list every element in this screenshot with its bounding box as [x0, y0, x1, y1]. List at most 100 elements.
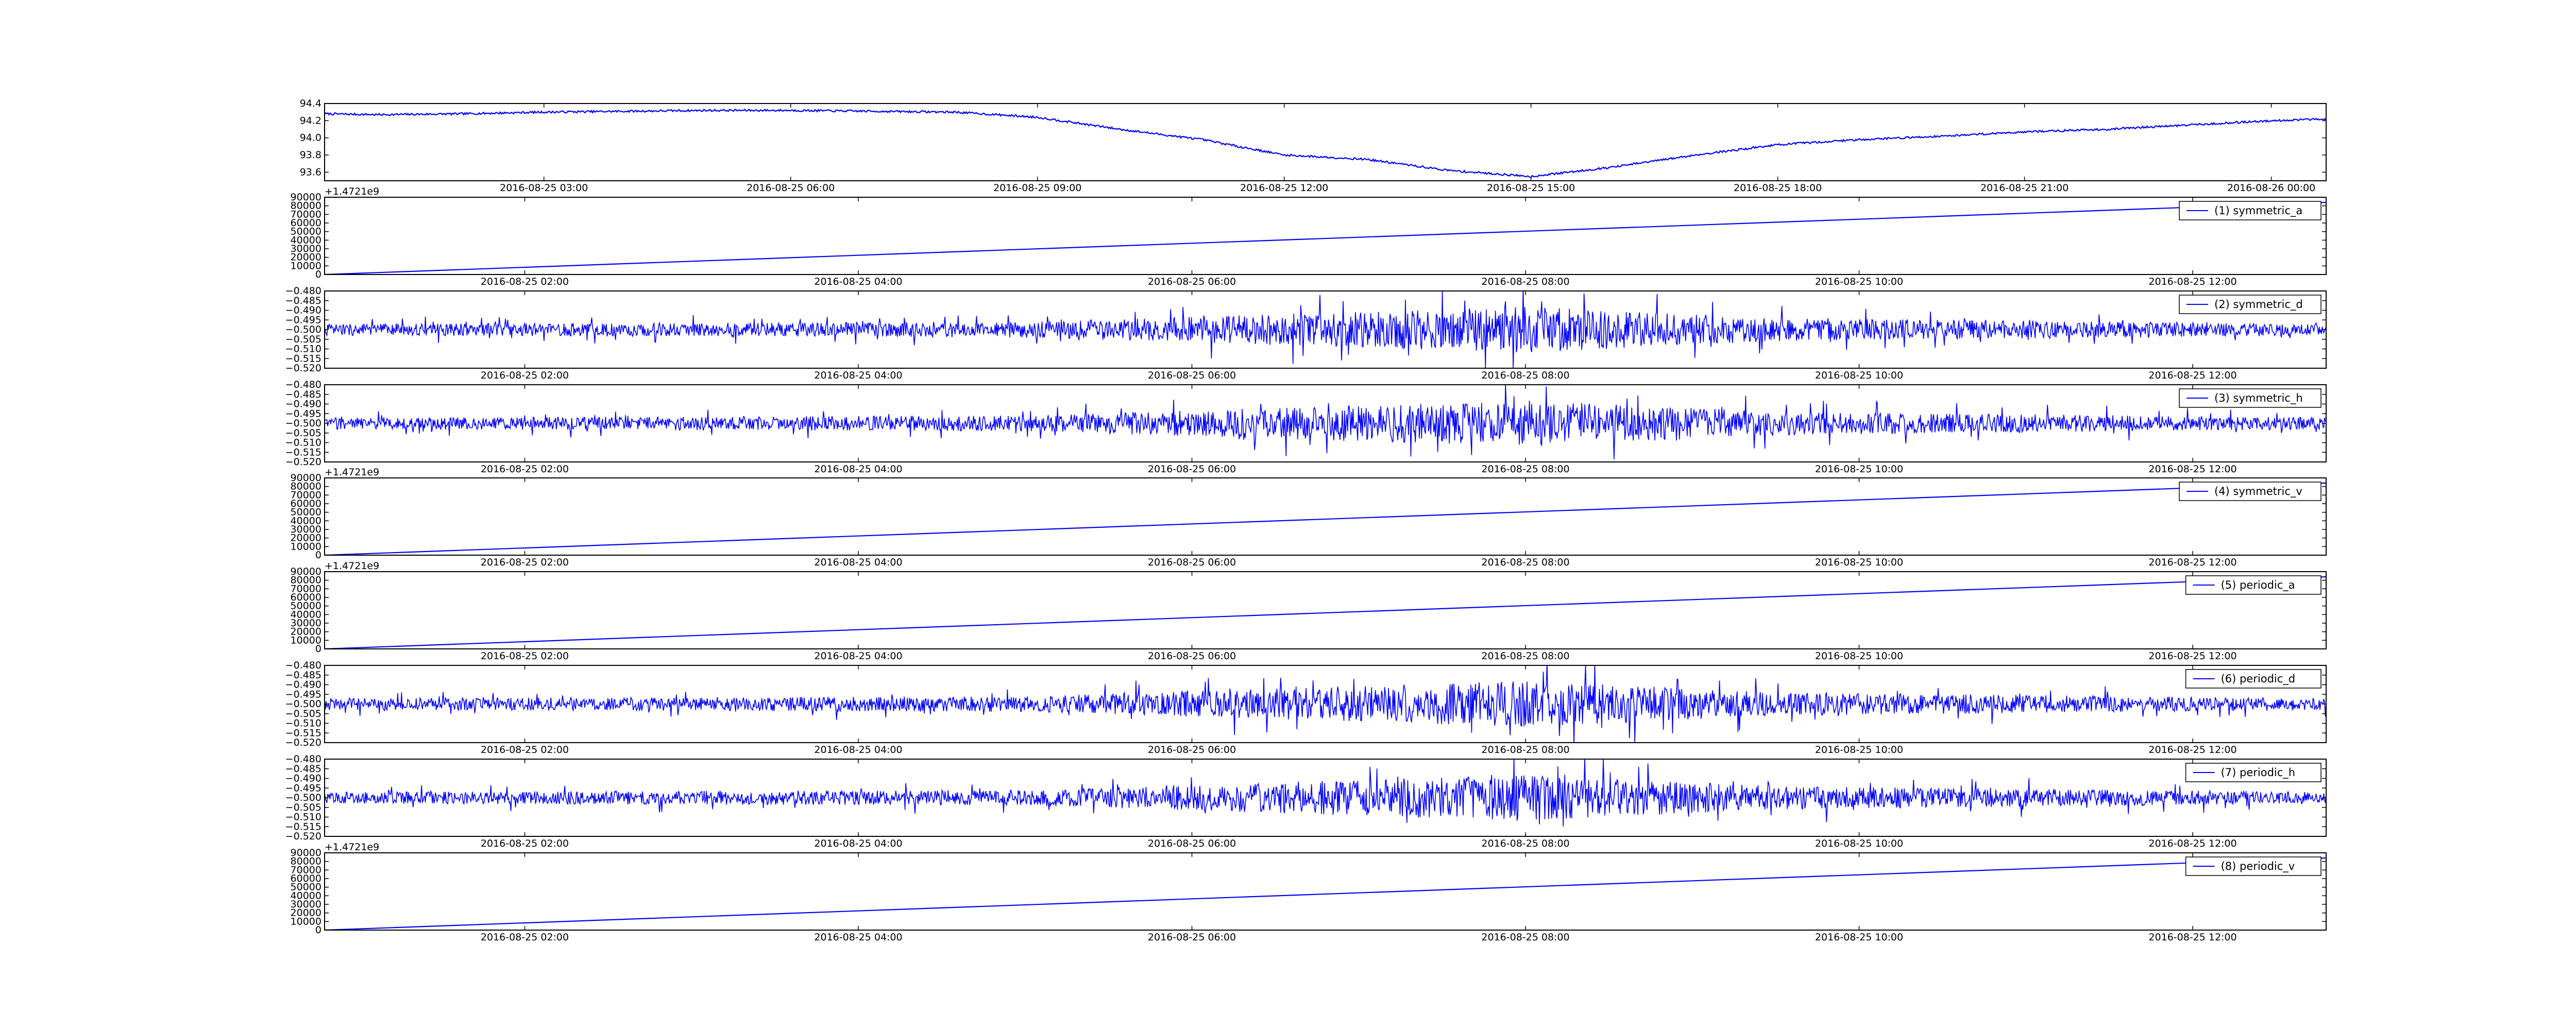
y-tick-label: 30000	[291, 899, 321, 910]
y-tick-label: −0.500	[285, 698, 321, 710]
subplot-3: −0.520−0.515−0.510−0.505−0.500−0.495−0.4…	[285, 379, 2327, 475]
y-tick-label: −0.495	[285, 689, 321, 700]
y-offset-label: +1.4721e9	[325, 560, 379, 572]
series-line-7-0	[325, 759, 2326, 827]
legend: (4) symmetric_v	[2179, 482, 2321, 501]
x-tick-label: 2016-08-25 02:00	[481, 838, 569, 849]
y-tick-label: −0.500	[285, 792, 321, 803]
series-line-0-0	[325, 108, 2326, 178]
y-tick-label: −0.500	[285, 418, 321, 429]
x-tick-label: 2016-08-25 06:00	[1148, 838, 1236, 849]
y-tick-label: 50000	[291, 226, 321, 237]
y-tick-label: −0.510	[285, 344, 321, 355]
x-tick-label: 2016-08-25 06:00	[1148, 650, 1236, 662]
y-tick-label: −0.510	[285, 812, 321, 823]
x-tick-label: 2016-08-25 03:00	[500, 182, 588, 194]
x-tick-label: 2016-08-25 10:00	[1815, 276, 1903, 287]
x-tick-label: 2016-08-25 08:00	[1481, 370, 1569, 381]
y-tick-label: −0.505	[285, 802, 321, 813]
y-tick-label: −0.490	[285, 399, 321, 410]
legend-label: (7) periodic_h	[2221, 766, 2296, 779]
x-tick-label: 2016-08-25 02:00	[481, 650, 569, 662]
y-tick-label: −0.505	[285, 708, 321, 719]
x-tick-label: 2016-08-25 04:00	[814, 557, 902, 568]
x-tick-label: 2016-08-25 04:00	[814, 932, 902, 943]
series-line-3-0	[325, 385, 2326, 459]
y-tick-label: 93.6	[300, 166, 321, 178]
y-tick-label: 0	[315, 643, 321, 655]
x-tick-label: 2016-08-25 12:00	[2148, 838, 2236, 849]
legend-label: (8) periodic_v	[2221, 860, 2295, 873]
y-tick-label: 94.0	[300, 132, 321, 144]
axes-frame	[324, 571, 2327, 649]
y-tick-label: 20000	[291, 907, 321, 919]
y-tick-label: 20000	[291, 626, 321, 638]
y-tick-label: 80000	[291, 200, 321, 212]
x-tick-label: 2016-08-25 08:00	[1481, 650, 1569, 662]
y-tick-label: −0.480	[285, 753, 321, 765]
x-tick-label: 2016-08-25 10:00	[1815, 370, 1903, 381]
x-tick-label: 2016-08-25 21:00	[1980, 182, 2069, 194]
legend: (6) periodic_d	[2185, 669, 2321, 689]
y-tick-label: −0.520	[285, 831, 321, 842]
x-tick-label: 2016-08-25 10:00	[1815, 838, 1903, 849]
x-tick-label: 2016-08-25 10:00	[1815, 464, 1903, 475]
subplot-5: 0100002000030000400005000060000700008000…	[291, 560, 2327, 662]
x-tick-label: 2016-08-25 02:00	[481, 557, 569, 568]
legend: (2) symmetric_d	[2179, 295, 2321, 314]
y-tick-label: −0.495	[285, 408, 321, 419]
x-tick-label: 2016-08-25 12:00	[2148, 276, 2236, 287]
y-offset-label: +1.4721e9	[325, 842, 379, 853]
y-offset-label: +1.4721e9	[325, 467, 379, 478]
x-tick-label: 2016-08-25 02:00	[481, 370, 569, 381]
y-tick-label: 60000	[291, 873, 321, 884]
legend-label: (4) symmetric_v	[2214, 485, 2302, 498]
y-tick-label: −0.510	[285, 718, 321, 729]
series-line-5-0	[325, 576, 2326, 649]
y-tick-label: 93.8	[300, 149, 321, 161]
y-tick-label: −0.515	[285, 727, 321, 739]
y-tick-label: 90000	[291, 472, 321, 484]
x-tick-label: 2016-08-25 06:00	[1148, 276, 1236, 287]
legend: (1) symmetric_a	[2179, 201, 2321, 220]
legend: (8) periodic_v	[2185, 856, 2321, 876]
x-tick-label: 2016-08-25 15:00	[1487, 182, 1575, 194]
subplot-stack: 93.6 93.8 94.0 94.2 94.4 2016-08-25 03:00 2016…	[285, 98, 2327, 943]
subplot-6: −0.520−0.515−0.510−0.505−0.500−0.495−0.4…	[285, 660, 2327, 756]
series-line-8-0	[325, 857, 2326, 930]
x-tick-label: 2016-08-25 06:00	[1148, 464, 1236, 475]
x-tick-label: 2016-08-25 04:00	[814, 744, 902, 756]
subplot-7: −0.520−0.515−0.510−0.505−0.500−0.495−0.4…	[285, 753, 2327, 849]
y-tick-label: −0.485	[285, 389, 321, 400]
y-tick-label: 50000	[291, 882, 321, 893]
x-tick-label: 2016-08-25 08:00	[1481, 932, 1569, 943]
y-tick-label: 50000	[291, 600, 321, 612]
x-tick-label: 2016-08-25 02:00	[481, 464, 569, 475]
x-tick-label: 2016-08-25 12:00	[2148, 464, 2236, 475]
y-tick-label: −0.495	[285, 782, 321, 794]
y-tick-label: 80000	[291, 575, 321, 586]
series-line-6-0	[325, 665, 2326, 743]
x-tick-label: 2016-08-25 08:00	[1481, 464, 1569, 475]
y-tick-label: −0.480	[285, 285, 321, 297]
y-tick-label: 60000	[291, 592, 321, 603]
y-tick-label: −0.480	[285, 660, 321, 671]
x-tick-label: 2016-08-25 12:00	[1240, 182, 1328, 194]
y-tick-label: −0.520	[285, 737, 321, 748]
x-tick-label: 2016-08-26 00:00	[2227, 182, 2315, 194]
y-tick-label: −0.490	[285, 679, 321, 691]
x-tick-label: 2016-08-25 08:00	[1481, 276, 1569, 287]
legend-label: (2) symmetric_d	[2214, 298, 2303, 311]
x-tick-label: 2016-08-25 06:00	[1148, 932, 1236, 943]
axes-frame	[324, 477, 2327, 556]
y-tick-label: 30000	[291, 243, 321, 254]
y-tick-label: 70000	[291, 583, 321, 594]
legend-label: (6) periodic_d	[2221, 673, 2296, 685]
y-tick-label: −0.480	[285, 379, 321, 390]
x-tick-label: 2016-08-25 02:00	[481, 276, 569, 287]
y-tick-label: −0.485	[285, 763, 321, 775]
y-tick-label: −0.515	[285, 353, 321, 364]
x-tick-label: 2016-08-25 02:00	[481, 932, 569, 943]
x-tick-label: 2016-08-25 12:00	[2148, 744, 2236, 756]
legend-label: (1) symmetric_a	[2214, 204, 2302, 217]
